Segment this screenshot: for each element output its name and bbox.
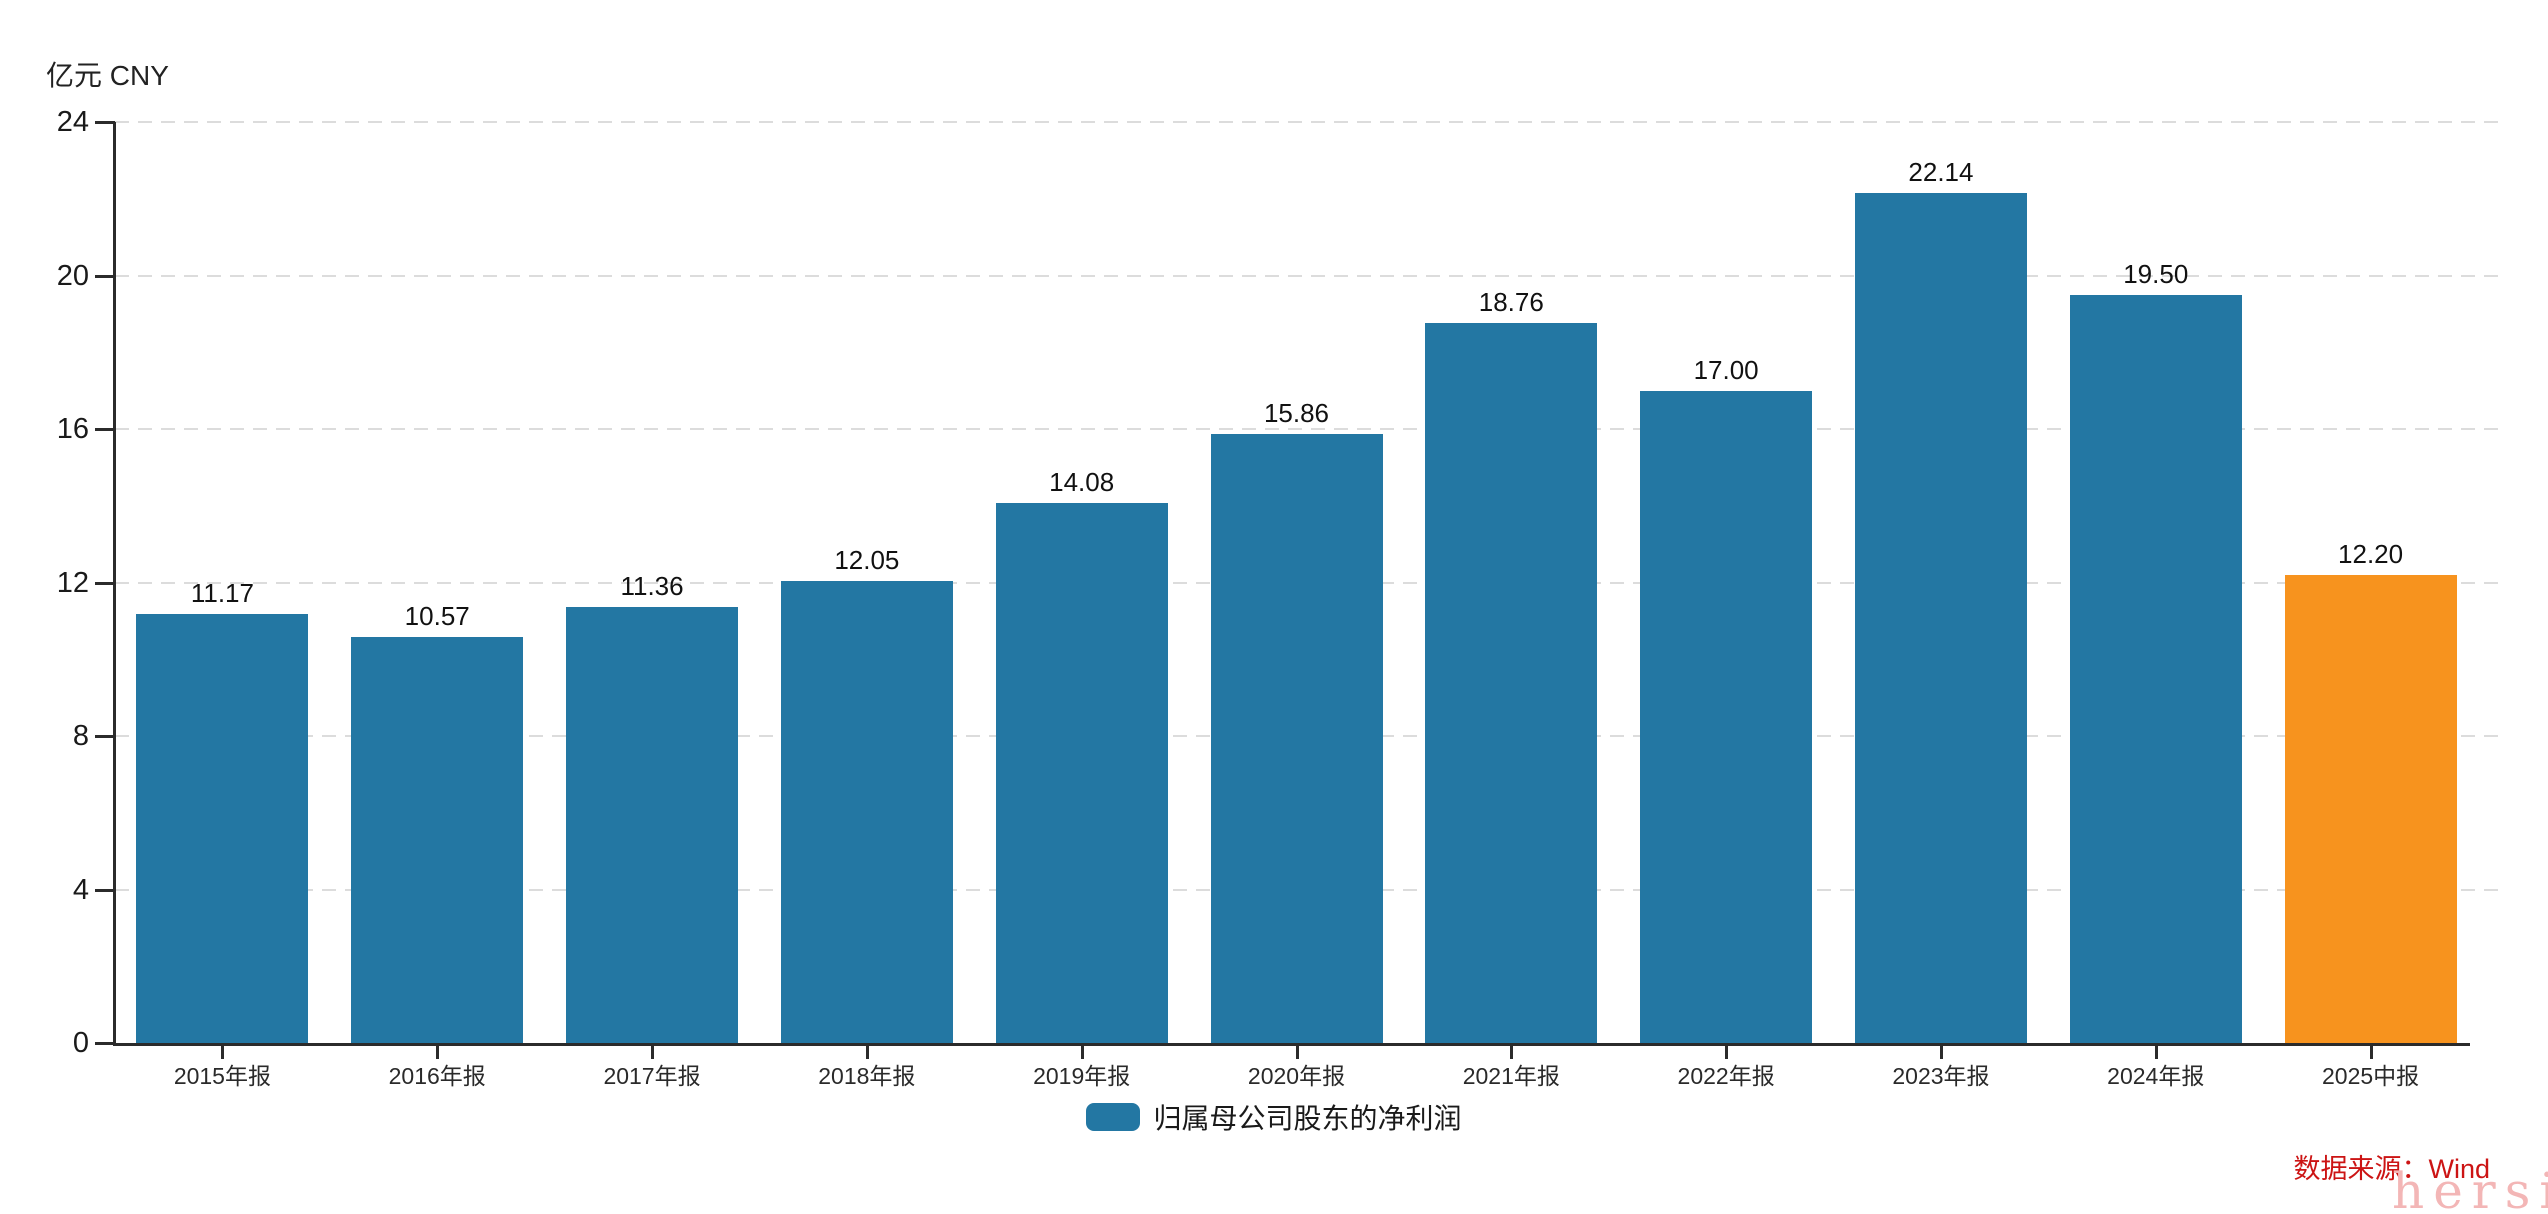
y-axis-tick-label: 12 <box>56 566 89 599</box>
x-axis-tick-label: 2016年报 <box>388 1063 486 1089</box>
x-axis-tick <box>436 1046 440 1059</box>
y-axis <box>113 122 116 1046</box>
bar-value-label: 10.57 <box>404 601 470 632</box>
x-axis <box>113 1043 2470 1046</box>
x-axis-tick <box>1725 1046 1729 1059</box>
bar-2016年报 <box>351 637 524 1043</box>
gridline-y-16 <box>115 428 2500 430</box>
bar-2022年报 <box>1640 390 1813 1043</box>
bar-2015年报 <box>136 614 309 1043</box>
x-axis-tick <box>2154 1046 2158 1059</box>
x-axis-tick-label: 2018年报 <box>818 1063 916 1089</box>
bar-value-label: 15.86 <box>1263 398 1330 429</box>
data-source-label: 数据来源：Wind <box>2293 1154 2490 1184</box>
y-axis-tick-label: 24 <box>56 106 89 138</box>
bar-2019年报 <box>995 502 1168 1043</box>
bar-2020年报 <box>1210 434 1383 1043</box>
bar-value-label: 18.76 <box>1478 287 1544 318</box>
x-axis-tick-label: 2025中报 <box>2321 1063 2420 1089</box>
bar-value-label: 12.20 <box>2338 538 2404 569</box>
x-axis-tick-label: 2020年报 <box>1247 1063 1346 1089</box>
bar-value-label: 11.36 <box>620 571 684 602</box>
bar-2017年报 <box>566 607 739 1043</box>
x-axis-tick-label: 2019年报 <box>1033 1063 1131 1089</box>
legend-swatch <box>1086 1103 1141 1131</box>
legend: 归属母公司股东的净利润 <box>0 1100 2548 1134</box>
y-axis-tick <box>95 581 115 585</box>
x-axis-tick-label: 2021年报 <box>1462 1063 1560 1089</box>
bar-value-label: 19.50 <box>2123 258 2189 289</box>
gridline-y-24 <box>115 121 2500 123</box>
y-axis-tick-label: 8 <box>72 720 89 752</box>
y-axis-tick <box>95 428 115 431</box>
x-axis-tick-label: 2017年报 <box>603 1063 701 1089</box>
bar-value-label: 14.08 <box>1049 466 1115 497</box>
y-axis-tick <box>95 888 115 892</box>
bar-2021年报 <box>1425 323 1598 1043</box>
x-axis-tick <box>865 1046 869 1059</box>
x-axis-tick <box>1939 1046 1943 1059</box>
x-axis-tick <box>651 1046 655 1059</box>
y-axis-tick <box>95 735 115 738</box>
x-axis-tick <box>2369 1046 2373 1059</box>
bar-2024年报 <box>2069 294 2242 1043</box>
y-axis-tick <box>95 1042 115 1045</box>
x-axis-tick <box>1510 1046 1514 1059</box>
x-axis-tick <box>1295 1046 1299 1059</box>
gridline-y-20 <box>115 274 2500 277</box>
y-axis-tick-label: 4 <box>72 873 89 906</box>
y-axis-tick <box>95 274 115 278</box>
bar-value-label: 12.05 <box>834 544 900 575</box>
bar-value-label: 22.14 <box>1908 157 1974 188</box>
bar-2023年报 <box>1854 193 2027 1043</box>
y-axis-tick-label: 0 <box>72 1027 89 1059</box>
x-axis-tick <box>1080 1046 1084 1059</box>
y-axis-tick <box>95 121 115 124</box>
legend-series-label: 归属母公司股东的净利润 <box>1153 1103 1462 1134</box>
watermark-text: hersi <box>2392 1162 2548 1214</box>
x-axis-tick-label: 2022年报 <box>1677 1063 1775 1089</box>
bar-2025中报 <box>2284 574 2457 1043</box>
y-axis-tick-label: 20 <box>56 259 89 292</box>
bar-value-label: 17.00 <box>1693 354 1759 385</box>
x-axis-tick-label: 2015年报 <box>173 1063 271 1089</box>
x-axis-tick <box>221 1046 225 1059</box>
bar-value-label: 11.17 <box>190 578 254 609</box>
y-axis-tick-label: 16 <box>56 413 89 445</box>
x-axis-tick-label: 2024年报 <box>2107 1063 2205 1089</box>
bar-2018年报 <box>780 580 953 1043</box>
y-axis-unit-label: 亿元 CNY <box>46 60 169 91</box>
x-axis-tick-label: 2023年报 <box>1892 1063 1990 1089</box>
